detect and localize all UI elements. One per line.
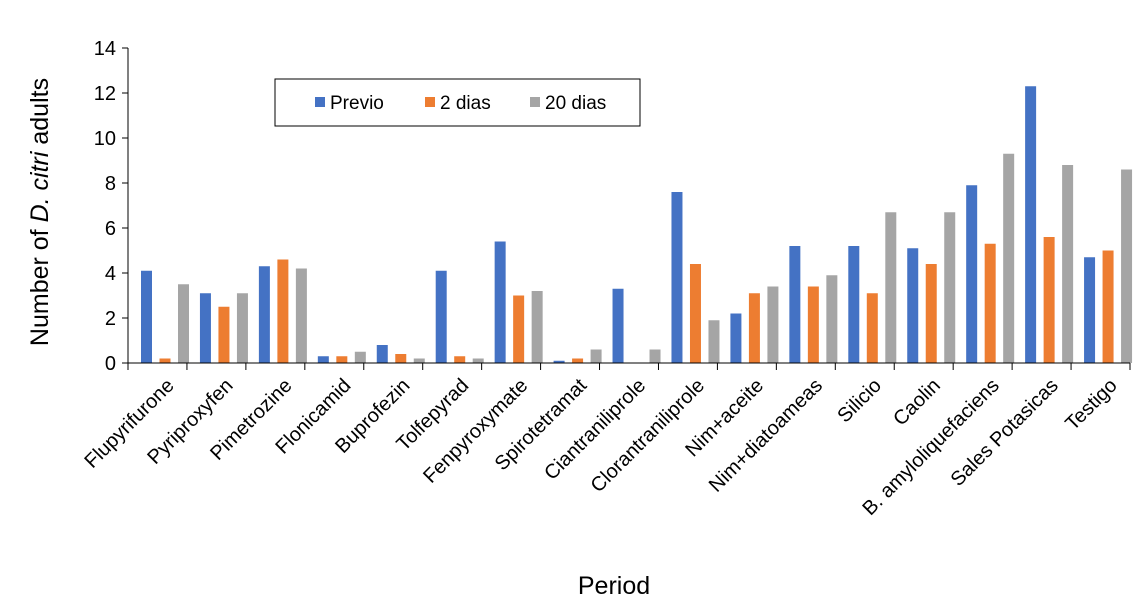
x-axis-title: Period [578,572,650,600]
y-axis-title-species: D. citri [26,150,54,222]
y-axis-title-suffix: adults [26,78,54,152]
bar-20-dias-16 [1121,169,1133,363]
bar-previo-13 [907,248,919,363]
bar-previo-6 [494,241,506,363]
bar-2-dias-16 [1102,250,1114,363]
y-tick-label: 2 [105,308,116,330]
legend-swatch-20-dias [530,97,540,107]
bar-2-dias-2 [277,259,289,363]
bar-2-dias-3 [336,356,348,363]
bar-20-dias-0 [178,284,189,363]
y-tick-label: 4 [105,263,116,285]
bar-previo-16 [1084,257,1096,363]
bar-previo-12 [848,246,860,363]
legend-label-20-dias: 20 dias [545,93,606,114]
bar-20-dias-1 [236,293,248,363]
legend: Previo 2 dias 20 dias [274,78,641,127]
legend-swatch-2-dias [425,97,435,107]
bar-2-dias-1 [218,306,230,363]
bar-previo-15 [1025,86,1037,363]
bar-2-dias-11 [807,286,819,363]
bar-20-dias-7 [590,349,602,363]
y-axis-title-prefix: Number of [26,222,54,346]
x-axis: FlupyrifuronePyriproxyfenPimetrozineFlon… [81,362,1131,520]
x-tick-label: Nim+diatoameas [705,375,827,497]
bar-2-dias-15 [1043,237,1055,363]
legend-swatch-previo [315,97,325,107]
bar-2-dias-7 [572,358,584,363]
y-tick-label: 14 [94,38,116,60]
bar-2-dias-5 [454,356,466,363]
y-axis-title: Number of D. citri adults [26,78,54,346]
bar-2-dias-9 [689,264,701,363]
x-tick-label: Fenpyroxymate [419,375,532,488]
bar-20-dias-10 [767,286,779,363]
bar-previo-11 [789,246,801,363]
bars-group [141,86,1133,363]
y-tick-label: 8 [105,173,116,195]
bar-20-dias-11 [826,275,838,363]
bar-2-dias-13 [925,264,937,363]
bar-previo-9 [671,192,683,363]
bar-20-dias-4 [413,358,425,363]
bar-2-dias-4 [395,354,407,363]
y-tick-label: 10 [94,128,116,150]
bar-20-dias-9 [708,320,720,363]
y-axis: 0 2 4 6 8 10 12 14 [94,38,129,375]
bar-previo-4 [376,345,388,363]
x-tick-label: Testigo [1061,375,1121,435]
bar-previo-7 [553,360,565,363]
bar-previo-3 [317,356,329,363]
x-tick-label: Ciantraniliprole [540,375,650,485]
bar-2-dias-6 [513,295,525,363]
bar-previo-8 [612,288,624,363]
bar-previo-14 [966,185,978,363]
bar-20-dias-13 [944,212,956,363]
bar-20-dias-2 [295,268,307,363]
legend-label-previo: Previo [330,93,384,114]
bar-20-dias-3 [354,351,366,363]
x-tick-label: Silicio [833,375,886,428]
y-tick-label: 6 [105,218,116,240]
bar-20-dias-14 [1003,153,1015,363]
x-tick-label: Sales Potasicas [947,375,1063,491]
bar-previo-0 [141,270,152,363]
bar-2-dias-0 [159,358,171,363]
bar-20-dias-5 [472,358,484,363]
legend-label-2-dias: 2 dias [440,93,491,114]
legend-box [274,78,641,127]
y-tick-label: 0 [105,353,116,375]
bar-20-dias-8 [649,349,661,363]
y-tick-label: 12 [94,83,116,105]
bar-previo-2 [258,266,270,363]
bar-20-dias-12 [885,212,897,363]
bar-20-dias-6 [531,291,543,363]
bar-2-dias-14 [984,243,996,363]
bar-previo-1 [199,293,211,363]
bar-2-dias-12 [866,293,878,363]
x-tick-label: Caolin [889,375,945,431]
bar-20-dias-15 [1062,165,1074,363]
legend-items: Previo 2 dias 20 dias [315,93,606,114]
bar-previo-10 [730,313,742,363]
bar-previo-5 [435,270,447,363]
bar-2-dias-10 [748,293,760,363]
